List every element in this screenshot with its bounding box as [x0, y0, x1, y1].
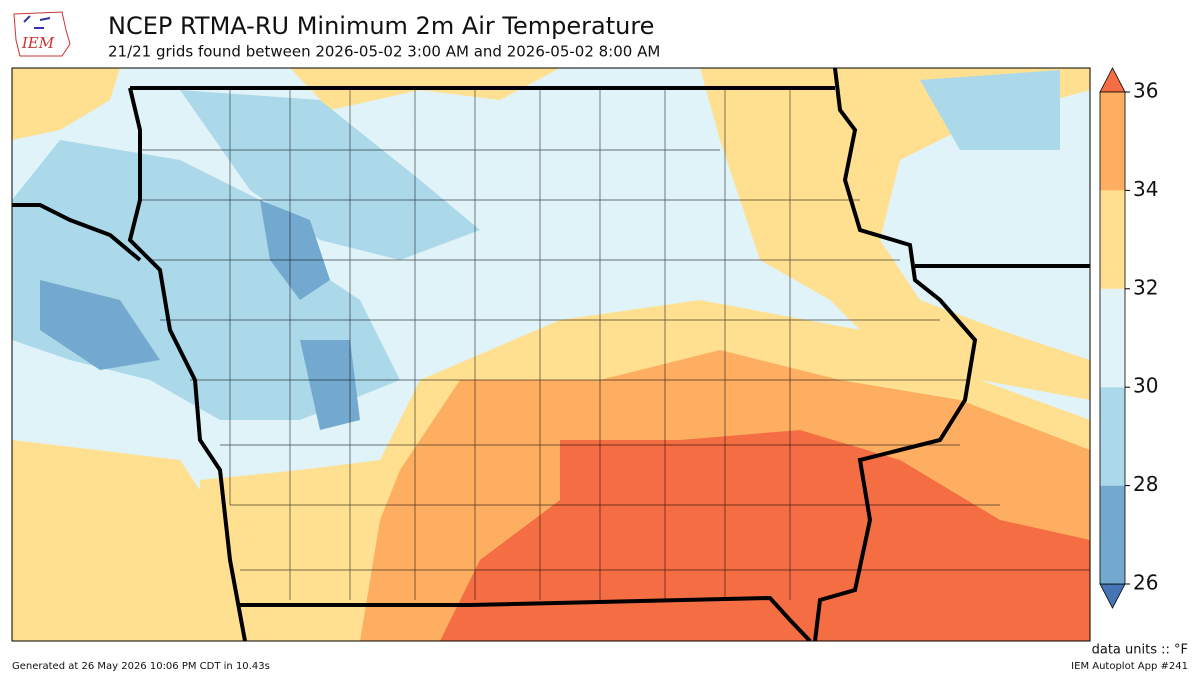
colorbar-segment	[1100, 485, 1125, 584]
colorbar-tick-label: 28	[1133, 472, 1158, 496]
footer-right: IEM Autoplot App #241	[1071, 661, 1188, 672]
colorbar-tick-label: 36	[1133, 79, 1158, 103]
colorbar-under	[1099, 583, 1126, 609]
units-label: data units :: °F	[1092, 643, 1188, 658]
colorbar: 26 28 30 32 34 36	[1099, 67, 1158, 609]
colorbar-tick-label: 32	[1133, 275, 1158, 299]
colorbar-segment	[1100, 92, 1125, 191]
logo-text: IEM	[21, 34, 55, 52]
colorbar-tick-label: 30	[1133, 374, 1158, 398]
colorbar-segment	[1100, 190, 1125, 289]
colorbar-segment	[1100, 387, 1125, 486]
map	[11, 67, 1091, 642]
colorbar-tick-label: 26	[1133, 571, 1158, 595]
title: NCEP RTMA-RU Minimum 2m Air Temperature	[108, 12, 654, 40]
colorbar-over	[1099, 67, 1126, 93]
colorbar-segment	[1100, 288, 1125, 388]
colorbar-frame	[1099, 91, 1126, 585]
colorbar-tick-label: 34	[1133, 177, 1158, 201]
footer-left: Generated at 26 May 2026 10:06 PM CDT in…	[12, 661, 270, 672]
logo: IEM	[13, 11, 71, 57]
subtitle: 21/21 grids found between 2026-05-02 3:0…	[108, 43, 660, 61]
